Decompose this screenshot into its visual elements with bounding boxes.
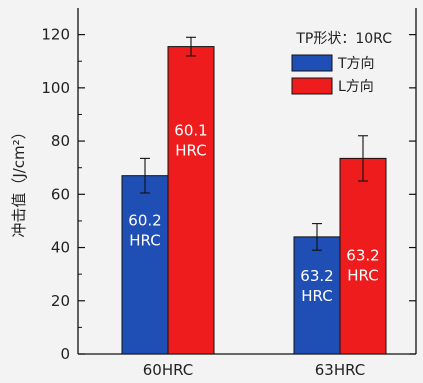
- bar-value-label: 63.2: [300, 267, 333, 285]
- y-tick-label: 60: [51, 185, 70, 203]
- bar-l-63HRC: [339, 157, 387, 355]
- bar-value-label: HRC: [175, 142, 206, 160]
- y-tick-label: 100: [41, 79, 70, 97]
- y-tick-label: 0: [60, 345, 70, 363]
- legend-entry-label: T方向: [337, 56, 375, 72]
- y-tick-label: 40: [51, 239, 70, 257]
- bars: [121, 36, 387, 355]
- bar-t-63HRC: [293, 236, 341, 355]
- y-tick-label: 20: [51, 292, 70, 310]
- legend-swatch: [291, 77, 333, 95]
- bar-t-60HRC: [121, 175, 169, 355]
- x-tick-label: 60HRC: [143, 361, 194, 379]
- bar-value-label: HRC: [347, 266, 378, 284]
- bar-value-label: HRC: [129, 232, 160, 250]
- bar-value-label: 60.2: [128, 212, 161, 230]
- x-tick-label: 63HRC: [315, 361, 366, 379]
- bar-labels: 60.2 HRC 60.1 HRC 63.2 HRC 63.2 HRC: [128, 122, 379, 305]
- legend-swatch: [291, 54, 333, 72]
- bar-l-60HRC: [167, 46, 215, 355]
- legend: TP形状：10RC T方向 L方向: [291, 31, 392, 95]
- axes: 0 20 40 60 80 100 120 60HRC 63HRC: [41, 8, 417, 379]
- legend-title: TP形状：10RC: [295, 31, 392, 47]
- bar-value-label: 63.2: [346, 246, 379, 264]
- legend-entry-label: L方向: [338, 79, 374, 95]
- bar-value-label: 60.1: [174, 122, 207, 140]
- bar-value-label: HRC: [301, 287, 332, 305]
- y-tick-label: 120: [41, 26, 70, 44]
- y-axis-label: 冲击值（J/cm²）: [10, 124, 28, 237]
- y-tick-label: 80: [51, 132, 70, 150]
